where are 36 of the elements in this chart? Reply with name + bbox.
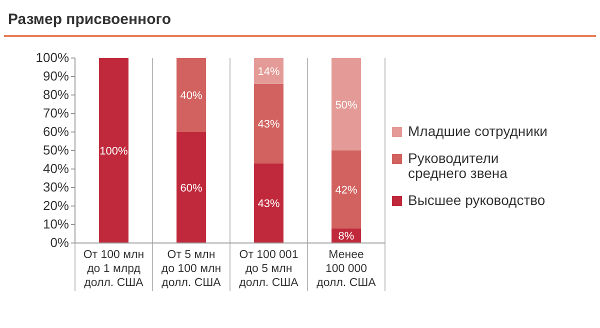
legend-label: Руководители среднего звена bbox=[408, 150, 508, 181]
data-label: 42% bbox=[335, 184, 358, 196]
chart-title: Размер присвоенного bbox=[8, 11, 171, 28]
y-tick-label: 80% bbox=[42, 87, 70, 102]
bar bbox=[332, 58, 361, 150]
data-label: 14% bbox=[258, 66, 280, 78]
y-tick-label: 10% bbox=[42, 216, 70, 232]
y-tick-label: 90% bbox=[42, 68, 70, 84]
x-tick-label: От 100 млн до 1 млрд долл. США bbox=[83, 249, 144, 289]
data-label: 8% bbox=[338, 230, 354, 243]
bar bbox=[99, 58, 128, 243]
x-tick-label: Менее 100 000 долл. США bbox=[316, 249, 376, 289]
x-tick-label: От 5 млн до 100 млн долл. США bbox=[161, 249, 222, 289]
data-label: 100% bbox=[100, 146, 128, 158]
y-tick-label: 40% bbox=[42, 161, 70, 176]
bar bbox=[254, 163, 284, 243]
bar bbox=[176, 58, 206, 132]
bar bbox=[254, 84, 284, 164]
x-tick-label: От 100 001 до 5 млн долл. США bbox=[239, 249, 299, 289]
y-tick-label: 60% bbox=[42, 124, 70, 139]
legend-label: Высшее руководство bbox=[408, 192, 546, 208]
data-label: 50% bbox=[335, 99, 358, 112]
y-tick-label: 50% bbox=[42, 142, 70, 158]
bar bbox=[176, 132, 206, 243]
data-label: 43% bbox=[258, 118, 280, 131]
y-tick-label: 30% bbox=[42, 180, 70, 194]
y-tick-label: 20% bbox=[42, 198, 70, 213]
y-tick-label: 0% bbox=[50, 235, 70, 250]
data-label: 40% bbox=[180, 90, 202, 102]
bar bbox=[254, 58, 284, 84]
y-tick-label: 70% bbox=[42, 106, 70, 120]
bar bbox=[332, 150, 361, 228]
data-label: 60% bbox=[180, 182, 202, 194]
legend-label: Младшие сотрудники bbox=[408, 123, 548, 139]
data-label: 43% bbox=[258, 198, 280, 210]
y-tick-label: 100% bbox=[36, 50, 70, 65]
